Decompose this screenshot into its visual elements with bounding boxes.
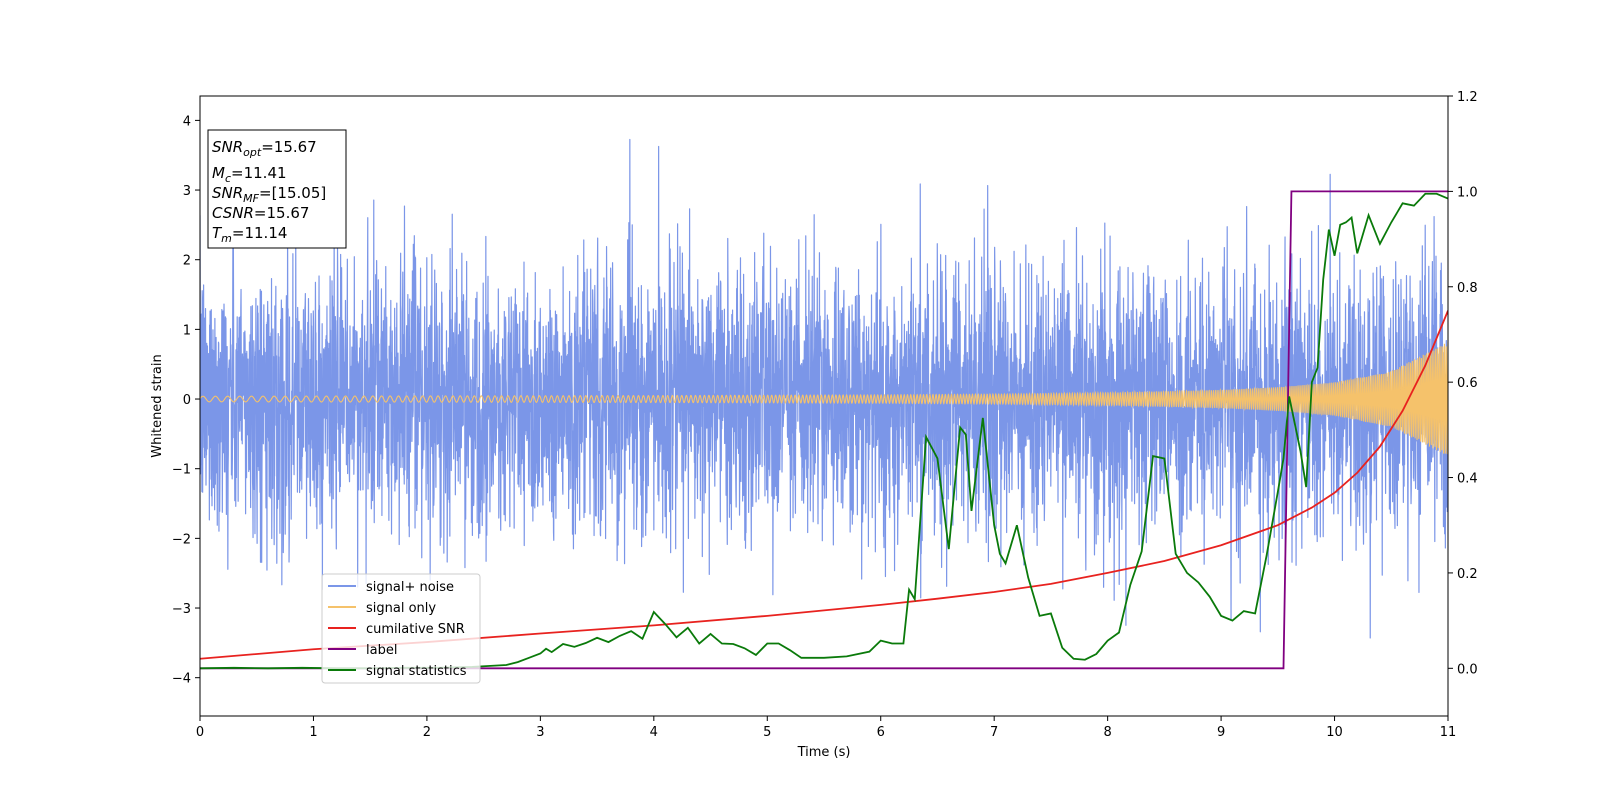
y-tick-label: −2 [172,532,191,547]
y-tick-label: −3 [172,602,191,617]
stat-mc: Mc=11.41 [212,164,287,185]
y-axis-right: 1.2 1.0 0.8 0.6 0.4 0.2 0.0 [1448,90,1478,677]
stat-snr-opt-value: =15.67 [261,138,317,156]
legend-label-cumulative-snr: cumilative SNR [366,622,465,637]
stat-tm-value: =11.14 [232,224,288,242]
x-axis-title: Time (s) [797,745,851,760]
stat-tm: Tm=11.14 [212,224,287,245]
x-tick-label: 1 [309,725,317,740]
x-tick-label: 5 [763,725,771,740]
y2-tick-label: 1.0 [1457,185,1478,200]
stat-csnr: CSNR=15.67 [212,204,309,222]
y-tick-label: 4 [183,114,191,129]
y-axis-left: 4 3 2 1 0 −1 −2 −3 −4 [172,114,200,687]
stat-mc-value: =11.41 [231,164,287,182]
stat-snr-opt-symbol: SNR [212,138,243,156]
x-tick-label: 3 [536,725,544,740]
y2-tick-label: 0.6 [1457,376,1478,391]
x-tick-label: 6 [877,725,885,740]
stat-tm-symbol: T [212,224,223,242]
y2-tick-label: 1.2 [1457,90,1478,105]
y2-tick-label: 0.2 [1457,567,1478,582]
series-label-line [200,190,1448,670]
stat-snr-mf-symbol: SNR [212,184,243,202]
legend-frame [321,573,481,684]
y2-tick-label: 0.8 [1457,281,1478,296]
legend-label-signal-statistics: signal statistics [366,664,467,679]
y-tick-label: −1 [172,463,191,478]
legend-label-signal-noise: signal+ noise [366,580,454,595]
stat-snr-opt: SNRopt=15.67 [212,138,317,159]
legend-label-label: label [366,643,397,658]
plot-area [200,138,1448,670]
stat-snr-mf: SNRMF=[15.05] [212,184,326,205]
stat-snr-mf-value: =[15.05] [259,184,326,202]
y-tick-label: 0 [183,393,191,408]
series-cumulative-snr-line [200,310,1448,660]
stats-box: SNRopt=15.67 Mc=11.41 SNRMF=[15.05] CSNR… [207,129,347,249]
series-signal-statistics-line [200,192,1448,670]
legend-label-signal-only: signal only [366,601,436,616]
x-tick-label: 9 [1217,725,1225,740]
y2-tick-label: 0.0 [1457,662,1478,677]
y-tick-label: 1 [183,323,191,338]
y2-tick-label: 0.4 [1457,472,1478,487]
y-tick-label: 2 [183,254,191,269]
x-tick-label: 4 [650,725,658,740]
series-signal-only-line [200,342,1448,455]
y-tick-label: −4 [172,672,191,687]
x-tick-label: 8 [1103,725,1111,740]
stat-snr-opt-sub: opt [243,146,262,159]
series-signal-noise-line [200,138,1448,639]
stat-csnr-value: =15.67 [254,204,310,222]
stat-tm-sub: m [221,232,232,245]
y-tick-label: 3 [183,184,191,199]
plot-frame [199,95,1449,717]
x-tick-label: 11 [1440,725,1457,740]
stat-mc-symbol: M [212,164,225,182]
y-axis-title: Whitened strain [150,354,165,457]
x-tick-label: 0 [196,725,204,740]
stats-box-frame [207,129,347,249]
legend: signal+ noise signal only cumilative SNR… [321,573,481,684]
x-axis: 0 1 2 3 4 5 6 7 8 9 10 11 [196,716,1456,740]
x-tick-label: 2 [423,725,431,740]
stat-mc-sub: c [225,172,231,185]
stat-csnr-symbol: CSNR [212,204,254,222]
stat-snr-mf-sub: MF [243,192,259,205]
x-tick-label: 10 [1326,725,1343,740]
x-tick-label: 7 [990,725,998,740]
